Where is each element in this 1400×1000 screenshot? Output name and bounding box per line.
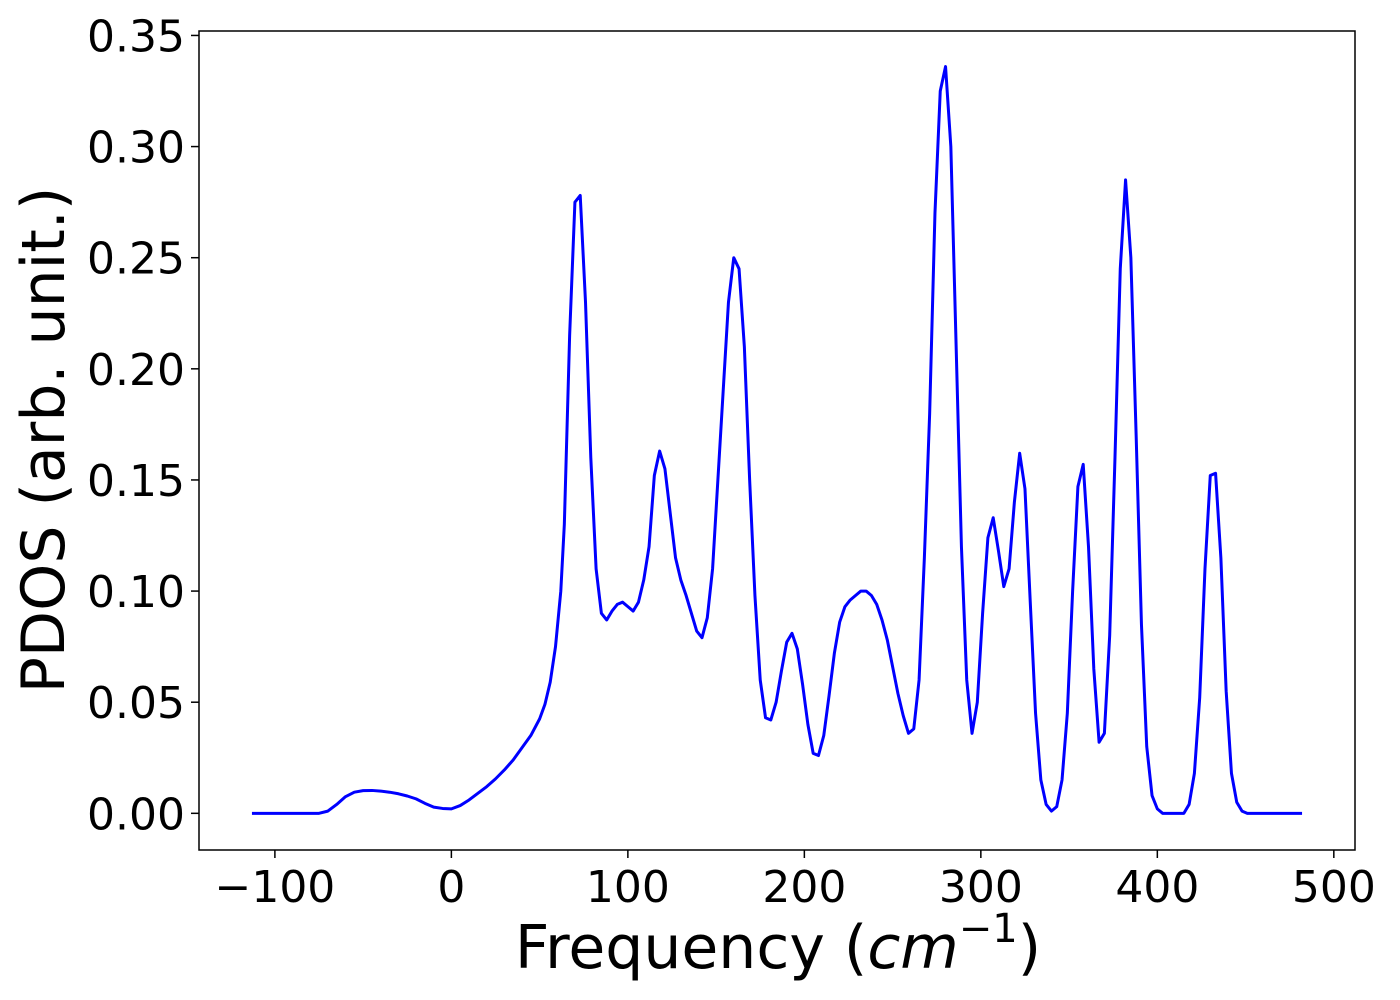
series-layer [251,65,1303,815]
x-tick-label: 0 [437,862,465,913]
x-tick-label: 400 [1115,862,1199,913]
y-tick-label: 0.25 [87,234,185,285]
y-tick-label: 0.15 [87,456,185,507]
x-axis-title-close: ) [1018,913,1041,983]
y-tick-label: 0.30 [87,123,185,174]
pdos-series-line [251,65,1303,815]
x-axis: −100 0 100 200 300 400 500 [214,850,1376,913]
x-axis-title-exponent: −1 [959,906,1018,952]
x-tick-label: −100 [214,862,335,913]
x-tick-label: 100 [586,862,670,913]
plot-area [198,30,1356,851]
x-axis-title: Frequency (cm−1) [515,906,1041,983]
y-axis: 0.00 0.05 0.10 0.15 0.20 0.25 0.30 0.35 [87,11,199,840]
x-axis-title-unit: cm [867,913,958,983]
y-tick-label: 0.05 [87,678,185,729]
y-axis-title: PDOS (arb. unit.) [9,187,79,694]
y-tick-label: 0.10 [87,567,185,618]
x-tick-label: 200 [762,862,846,913]
y-tick-label: 0.20 [87,345,185,396]
x-tick-label: 500 [1292,862,1376,913]
x-tick-label: 300 [939,862,1023,913]
x-axis-title-main: Frequency ( [515,913,867,983]
y-tick-label: 0.00 [87,789,185,840]
y-tick-label: 0.35 [87,11,185,62]
